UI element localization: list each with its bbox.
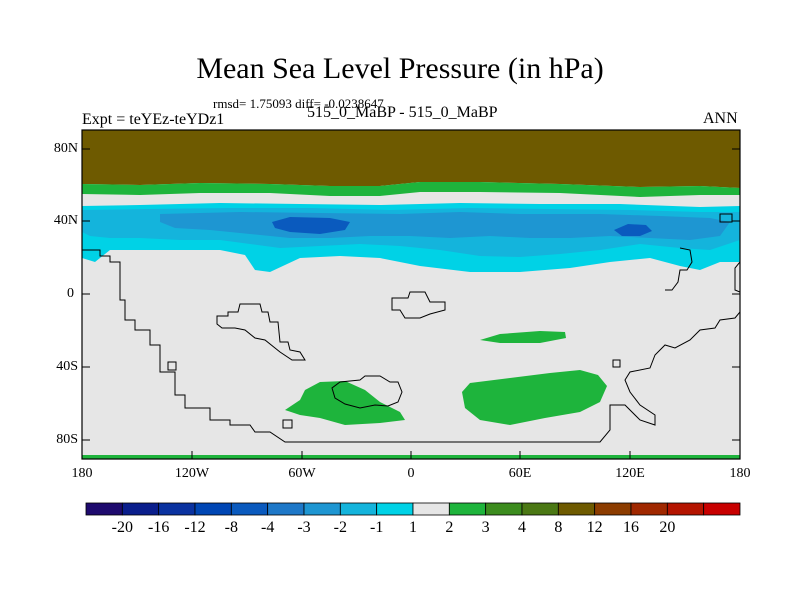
season-label: ANN xyxy=(703,110,738,127)
map-field xyxy=(82,130,740,459)
colorbar-swatch xyxy=(376,502,414,516)
x-tick-label: 60E xyxy=(508,466,532,481)
colorbar-label: 1 xyxy=(409,519,417,536)
colorbar-swatch xyxy=(594,502,632,516)
colorbar-swatch xyxy=(521,502,559,516)
map-title: Mean Sea Level Pressure (in hPa) xyxy=(196,52,604,85)
south-green-patch-west xyxy=(285,381,405,425)
x-tick-label: 180 xyxy=(71,466,93,481)
y-tick-label: 40N xyxy=(53,213,78,228)
colorbar-label: 12 xyxy=(586,519,603,536)
colorbar-label: -20 xyxy=(111,519,133,536)
colorbar-swatch xyxy=(703,502,741,516)
south-green-patch-east xyxy=(462,370,607,425)
y-tick-label: 0 xyxy=(67,286,74,301)
colorbar-swatch xyxy=(630,502,668,516)
colorbar-label: 4 xyxy=(518,519,526,536)
colorbar-swatch xyxy=(267,502,305,516)
colorbar-label: -3 xyxy=(297,519,311,536)
colorbar-swatch xyxy=(194,502,232,516)
colorbar-label: 3 xyxy=(481,519,490,536)
x-tick-label: 120E xyxy=(615,466,645,481)
colorbar-label: -8 xyxy=(224,519,238,536)
colorbar-label: -4 xyxy=(260,519,275,536)
colorbar-label: 16 xyxy=(623,519,639,536)
colorbar xyxy=(85,502,741,516)
colorbar-label: -2 xyxy=(333,519,347,536)
colorbar-swatch xyxy=(448,502,487,516)
x-tick-label: 0 xyxy=(407,466,415,481)
colorbar-label: 8 xyxy=(554,519,563,536)
colorbar-label: -12 xyxy=(184,519,206,536)
colorbar-swatch xyxy=(85,502,123,516)
x-ticks xyxy=(81,451,741,459)
x-tick-label: 60W xyxy=(288,466,316,481)
stats-label: rmsd= 1.75093 diff= -0.0238647 xyxy=(213,96,384,111)
colorbar-label: -1 xyxy=(369,519,384,536)
y-tick-label: 40S xyxy=(56,359,78,374)
colorbar-swatch xyxy=(666,502,705,516)
colorbar-swatch xyxy=(303,502,341,516)
subtitle-label: 515_0_MaBP - 515_0_MaBP xyxy=(307,104,498,121)
low-core-west xyxy=(272,217,350,234)
y-tick-label: 80S xyxy=(56,432,78,447)
colorbar-swatch xyxy=(158,502,196,516)
south-green-patch-small xyxy=(480,331,566,343)
colorbar-label: 2 xyxy=(445,519,454,536)
colorbar-swatch xyxy=(412,502,450,516)
colorbar-swatch xyxy=(230,502,269,516)
colorbar-label: -16 xyxy=(147,519,170,536)
polar-high-region xyxy=(82,130,740,188)
low-core-east xyxy=(614,224,652,236)
x-tick-label: 180 xyxy=(729,466,751,481)
experiment-label: Expt = teYEz-teYDz1 xyxy=(82,111,225,128)
y-ticks xyxy=(82,148,740,441)
colorbar-swatch xyxy=(339,502,378,516)
colorbar-label: 20 xyxy=(659,519,676,536)
colorbar-swatch xyxy=(121,502,160,516)
x-tick-label: 120W xyxy=(174,466,210,481)
colorbar-swatch xyxy=(485,502,523,516)
colorbar-swatch xyxy=(557,502,596,516)
y-tick-label: 80N xyxy=(53,141,78,156)
coastlines xyxy=(82,213,740,443)
north-green-band xyxy=(82,182,740,197)
